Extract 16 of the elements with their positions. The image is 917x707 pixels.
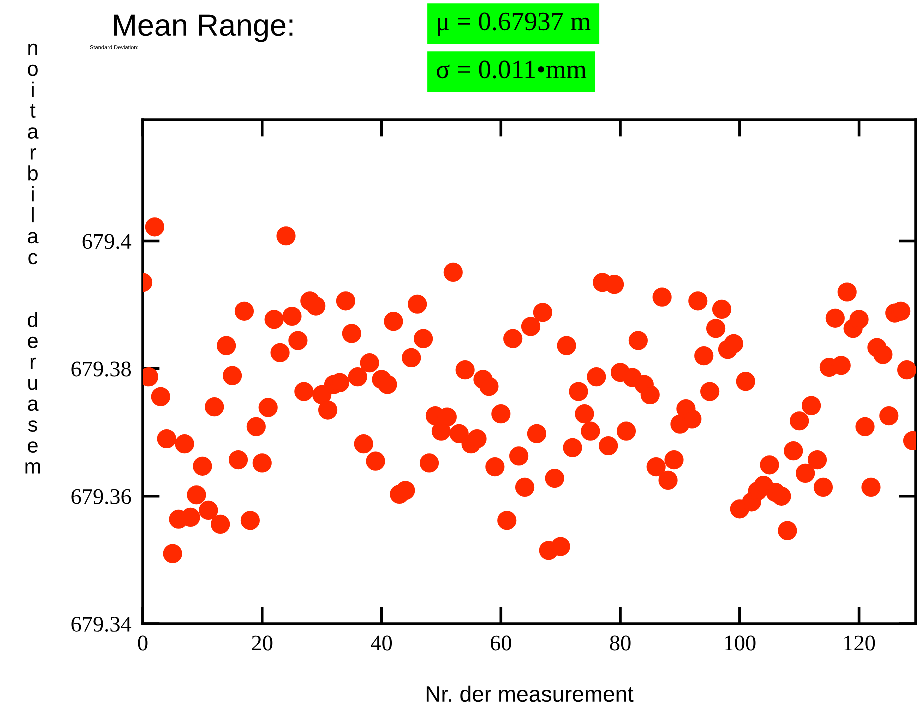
y-tick-label: 679.38	[72, 362, 132, 377]
y-tick-label: 679.34	[72, 616, 132, 632]
text: μ = 0.67937 m	[438, 12, 591, 36]
y-tick-label: 679.4	[82, 234, 132, 250]
x-tick-label: 0	[138, 636, 148, 651]
x-tick-label: 120	[844, 636, 876, 651]
y-tick-label: 679.36	[72, 489, 132, 504]
text: Mean Range:	[114, 14, 293, 42]
x-tick-label: 80	[610, 636, 631, 651]
x-tick-label: 40	[371, 636, 392, 651]
x-tick-label: 20	[252, 636, 273, 651]
x-tick-label: 60	[490, 636, 512, 651]
x-tick-label: 100	[725, 636, 756, 651]
text: σ = 0.011•mm	[437, 60, 587, 79]
x-axis-title: Nr. der measurement	[426, 686, 634, 702]
text: noitarbilac deruasem	[26, 44, 40, 474]
